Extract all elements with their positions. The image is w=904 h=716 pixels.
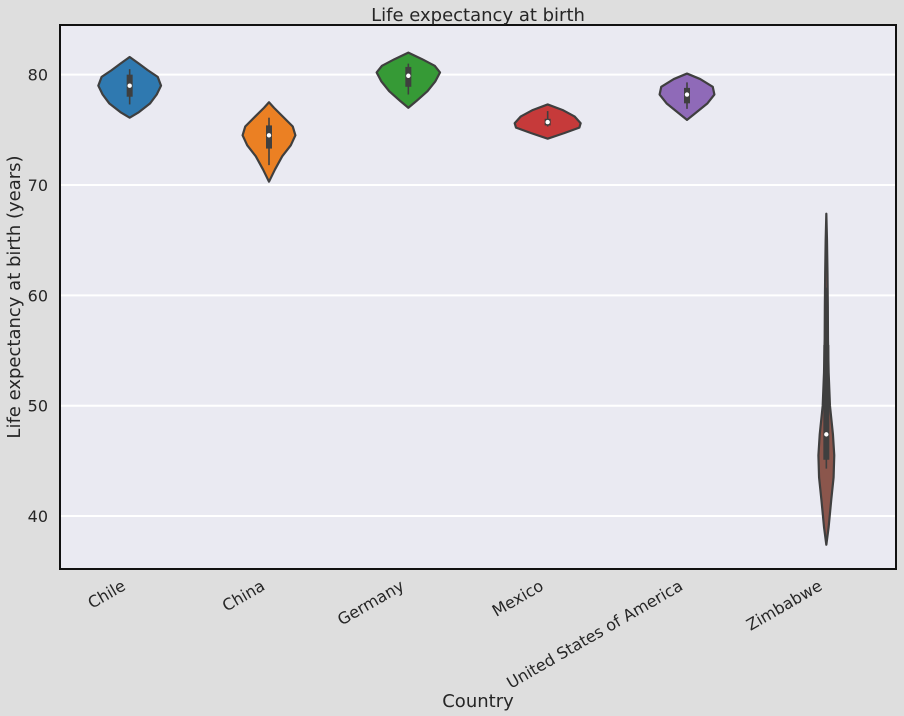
- violin-median-point: [406, 73, 411, 78]
- x-tick-label: China: [219, 576, 268, 615]
- violin-median-point: [127, 83, 132, 88]
- y-tick-label: 40: [28, 507, 48, 526]
- plot-area: [60, 25, 896, 569]
- y-tick-label: 80: [28, 66, 48, 85]
- x-tick-label: Zimbabwe: [743, 576, 825, 634]
- y-axis-label: Life expectancy at birth (years): [4, 155, 25, 438]
- violin-median-point: [266, 133, 272, 138]
- violin-median-point: [824, 432, 829, 437]
- chart-title: Life expectancy at birth: [371, 5, 585, 26]
- y-tick-labels: 40 50 60 70 80: [28, 66, 48, 526]
- plot-frame: [59, 24, 897, 570]
- x-tick-label: Germany: [334, 576, 407, 629]
- violins: [97, 51, 836, 546]
- grid-lines: [60, 73, 896, 518]
- y-tick-label: 50: [28, 397, 48, 416]
- y-tick-label: 60: [28, 286, 48, 305]
- x-tick-label: Mexico: [489, 576, 547, 620]
- x-tick-label: Chile: [84, 576, 128, 612]
- violin-median-point: [545, 119, 550, 125]
- violin-median-point: [684, 92, 690, 97]
- y-tick-label: 70: [28, 176, 48, 195]
- x-axis-label: Country: [442, 691, 514, 712]
